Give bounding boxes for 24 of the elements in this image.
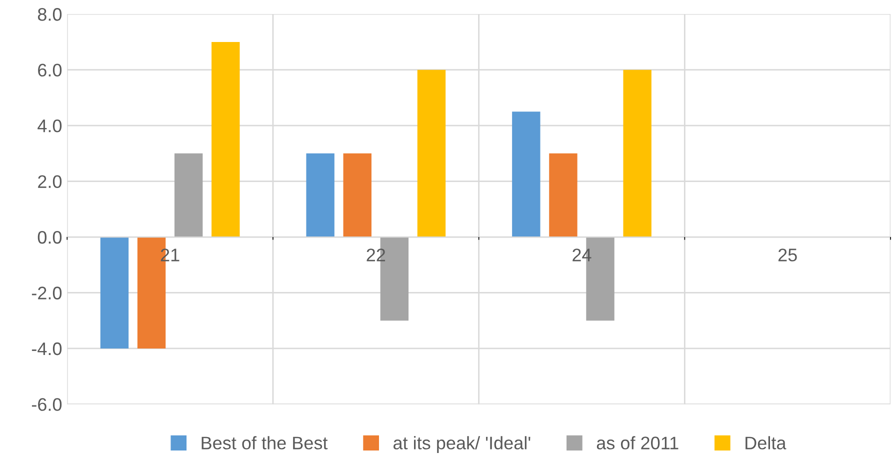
y-tick-label: -6.0 — [32, 398, 62, 411]
x-tick-label: 25 — [778, 248, 797, 262]
legend-label: at its peak/ 'Ideal' — [394, 436, 530, 453]
legend-label: Delta — [746, 436, 786, 450]
y-tick-label: -4.0 — [32, 342, 62, 356]
y-tick-label: -2.0 — [32, 286, 62, 300]
legend-label: Best of the Best — [202, 436, 328, 450]
y-tick-label: 8.0 — [38, 8, 62, 21]
bar — [306, 153, 334, 238]
bar — [549, 153, 578, 238]
bar — [343, 153, 372, 238]
bar — [512, 112, 540, 238]
y-tick-label: 4.0 — [38, 119, 62, 132]
bar — [417, 70, 446, 238]
legend-label: as of 2011 — [596, 436, 678, 450]
bar — [623, 70, 652, 238]
y-tick-label: 6.0 — [38, 64, 62, 77]
bar — [174, 153, 203, 238]
y-tick-label: 2.0 — [38, 175, 62, 188]
x-tick-label: 24 — [572, 248, 592, 262]
x-tick-label: 22 — [366, 248, 386, 262]
bar — [100, 237, 129, 348]
y-tick-label: 0.0 — [38, 230, 62, 244]
bar — [212, 42, 240, 238]
